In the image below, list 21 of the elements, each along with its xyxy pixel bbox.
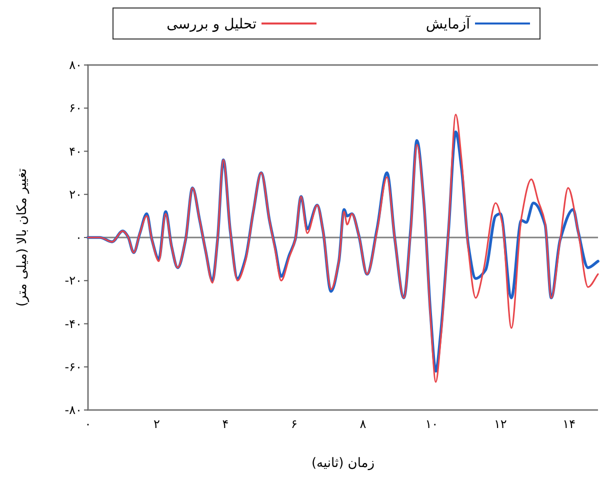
x-tick-label: ۴: [222, 417, 229, 431]
y-axis-title: تغییر مکان بالا (میلی متر): [15, 168, 30, 307]
x-tick-label: ۶: [290, 417, 298, 431]
y-tick-label: -۴۰: [64, 316, 82, 331]
y-tick-label: ۰: [76, 230, 82, 244]
y-tick-label: ۴۰: [69, 144, 82, 158]
y-tick-label: -۸۰: [64, 403, 82, 417]
y-tick-label: ۲۰: [69, 187, 82, 202]
x-tick-label: ۱۴: [562, 417, 576, 431]
x-tick-label: ۰: [84, 417, 92, 431]
x-tick-label: ۱۲: [494, 417, 507, 431]
legend-label: آزمایش: [426, 14, 472, 32]
x-tick-label: ۸: [360, 417, 367, 431]
x-tick-label: ۲: [154, 417, 160, 431]
legend-label: تحلیل و بررسی: [166, 16, 257, 32]
y-tick-label: -۲۰: [64, 274, 82, 288]
x-axis-title: زمان (ثانیه): [311, 456, 375, 471]
y-tick-label: -۶۰: [64, 360, 82, 374]
y-tick-label: ۶۰: [69, 101, 82, 116]
y-tick-label: ۸۰: [69, 58, 82, 72]
x-tick-label: ۱۰: [425, 417, 438, 431]
